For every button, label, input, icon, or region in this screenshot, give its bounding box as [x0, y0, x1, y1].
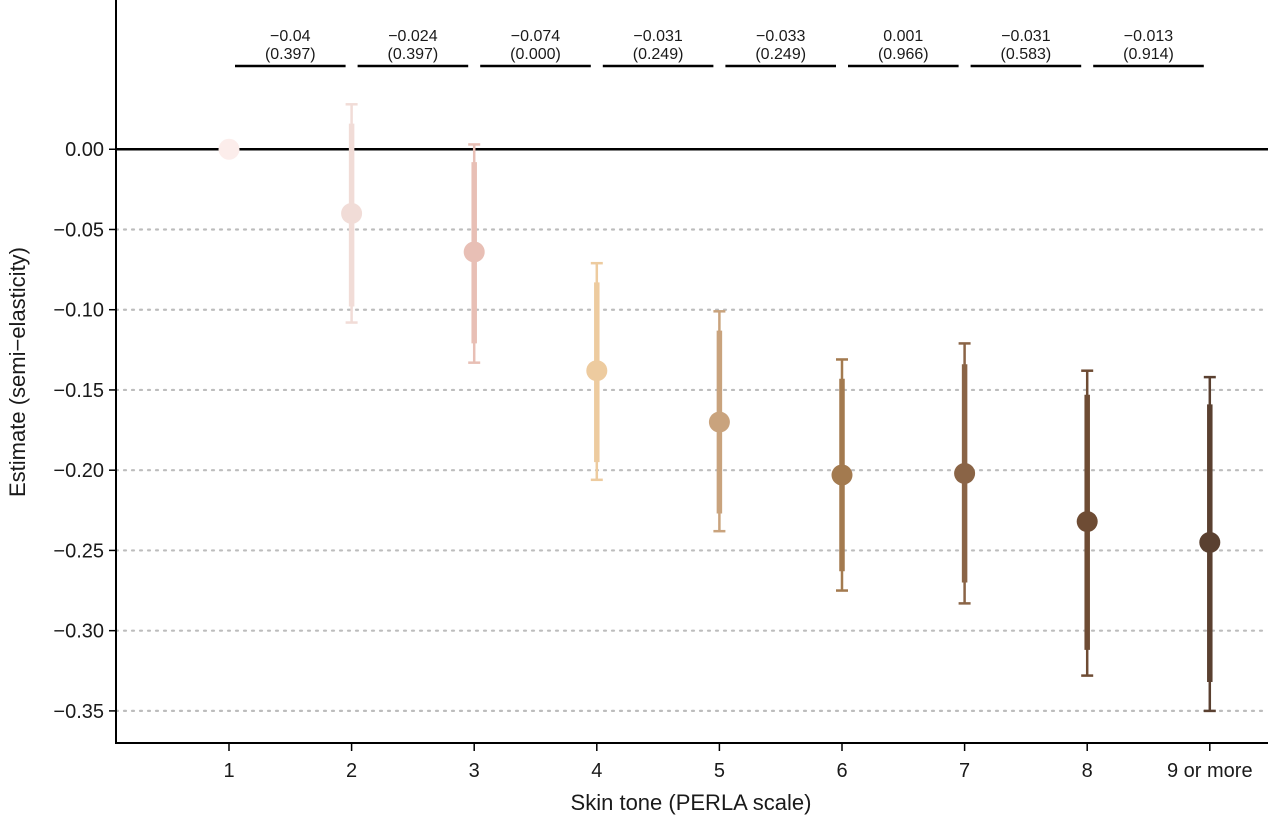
x-tick-label: 9 or more — [1167, 760, 1253, 782]
gridlines — [114, 228, 1270, 713]
x-tick-label: 5 — [714, 760, 725, 782]
y-tick-label: −0.25 — [53, 540, 104, 562]
estimate-point — [1199, 531, 1221, 553]
x-tick-label: 3 — [469, 760, 480, 782]
axes — [115, 0, 1268, 744]
y-tick-label: 0.00 — [65, 139, 104, 161]
x-tick-label: 6 — [836, 760, 847, 782]
x-tick-label: 8 — [1082, 760, 1093, 782]
estimate-point — [463, 241, 485, 263]
y-tick-label: −0.05 — [53, 219, 104, 241]
p-value-label: (0.397) — [265, 46, 316, 63]
estimate-point — [586, 360, 608, 382]
x-ticks: 1 2 3 4 5 6 7 8 9 or more — [223, 743, 1253, 782]
estimate-point — [1076, 511, 1098, 533]
x-axis-label: Skin tone (PERLA scale) — [571, 790, 812, 815]
p-value-label: (0.000) — [510, 46, 561, 63]
p-value-label: (0.966) — [878, 46, 929, 63]
y-tick-label: −0.35 — [53, 701, 104, 723]
p-value-label: (0.397) — [388, 46, 439, 63]
pairwise-brackets: −0.04(0.397)−0.024(0.397)−0.074(0.000)−0… — [235, 28, 1204, 68]
difference-label: −0.031 — [633, 28, 682, 45]
error-bars — [345, 103, 1216, 713]
y-tick-label: −0.15 — [53, 380, 104, 402]
difference-label: −0.033 — [756, 28, 805, 45]
estimate-point — [954, 462, 976, 484]
estimate-point — [218, 138, 240, 160]
difference-label: −0.074 — [511, 28, 560, 45]
estimate-point — [708, 411, 730, 433]
y-tick-label: −0.10 — [53, 300, 104, 322]
y-ticks: 0.00 −0.05 −0.10 −0.15 −0.20 −0.25 −0.30 −0.35 — [53, 139, 116, 723]
x-tick-label: 1 — [223, 760, 234, 782]
difference-label: −0.04 — [270, 28, 311, 45]
estimate-point — [831, 464, 853, 486]
x-tick-label: 7 — [959, 760, 970, 782]
p-value-label: (0.914) — [1123, 46, 1174, 63]
estimate-point — [341, 202, 363, 224]
p-value-label: (0.249) — [633, 46, 684, 63]
difference-label: −0.024 — [388, 28, 437, 45]
p-value-label: (0.583) — [1001, 46, 1052, 63]
difference-label: −0.013 — [1124, 28, 1173, 45]
y-tick-label: −0.20 — [53, 460, 104, 482]
difference-label: −0.031 — [1001, 28, 1050, 45]
points — [218, 138, 1221, 553]
y-tick-label: −0.30 — [53, 621, 104, 643]
x-tick-label: 2 — [346, 760, 357, 782]
p-value-label: (0.249) — [755, 46, 806, 63]
difference-label: 0.001 — [883, 28, 923, 45]
y-axis-label: Estimate (semi−elasticity) — [5, 247, 30, 497]
x-tick-label: 4 — [591, 760, 602, 782]
